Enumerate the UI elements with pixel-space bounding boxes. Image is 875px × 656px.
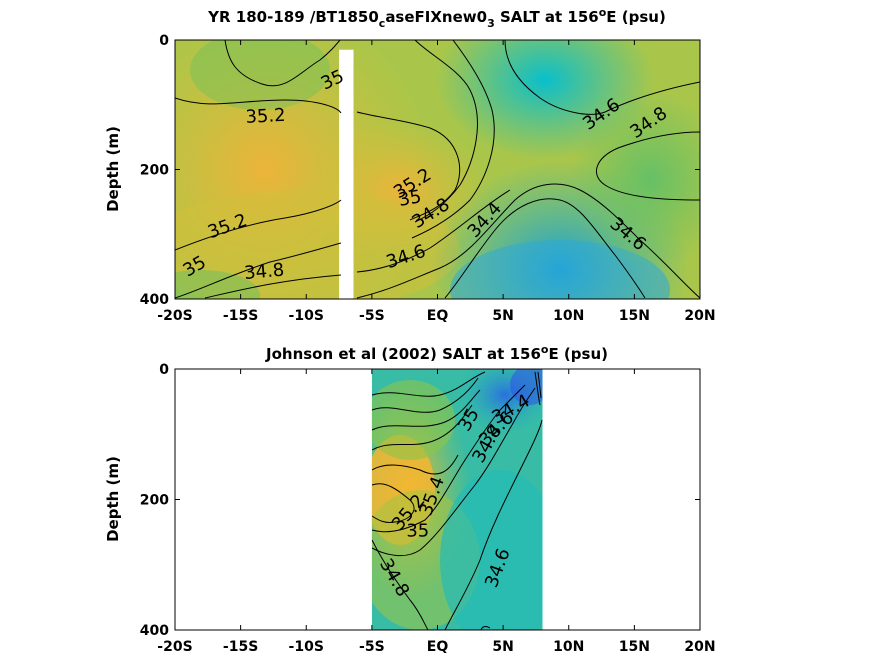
- chart-top-title: YR 180-189 /BT1850caseFIXnew03 SALT at 1…: [207, 6, 666, 30]
- chart-bottom-ticks: [174, 368, 701, 631]
- contour-label: 35: [406, 520, 429, 541]
- chart-top-y-axis-label: Depth (m): [104, 126, 122, 212]
- x-tick-label: -10S: [289, 639, 324, 655]
- y-tick-label: 200: [140, 163, 169, 179]
- x-tick-label: -10S: [289, 308, 324, 324]
- x-tick-label: -5S: [359, 639, 385, 655]
- x-tick-label: EQ: [427, 308, 449, 324]
- x-tick-label: -5S: [359, 308, 385, 324]
- chart-top-ticks: [174, 39, 701, 300]
- chart-bottom: Johnson et al (2002) SALT at 156oE (psu): [104, 343, 716, 655]
- x-tick-label: -20S: [157, 639, 192, 655]
- chart-bottom-title: Johnson et al (2002) SALT at 156oE (psu): [265, 343, 608, 363]
- x-tick-label: 20N: [684, 308, 715, 324]
- chart-bottom-y-axis-label: Depth (m): [104, 456, 122, 542]
- chart-top-data-gap: [339, 49, 354, 300]
- x-tick-label: 10N: [553, 639, 584, 655]
- chart-bottom-x-tick-labels: -20S -15S -10S -5S EQ 5N 10N 15N 20N: [157, 639, 715, 655]
- x-tick-label: 15N: [619, 639, 650, 655]
- x-tick-label: 10N: [553, 308, 584, 324]
- x-tick-label: 20N: [684, 639, 715, 655]
- contour-label: 35: [397, 186, 423, 211]
- chart-bottom-y-tick-labels: 0 200 400: [140, 362, 169, 639]
- y-tick-label: 0: [159, 362, 169, 378]
- x-tick-label: -20S: [157, 308, 192, 324]
- x-tick-label: 15N: [619, 308, 650, 324]
- x-tick-label: -15S: [223, 308, 258, 324]
- contour-label: 34.8: [243, 260, 285, 284]
- contour-label: 35.2: [245, 105, 286, 128]
- chart-top-x-tick-labels: -20S -15S -10S -5S EQ 5N 10N 15N 20N: [157, 308, 715, 324]
- x-tick-label: 5N: [492, 639, 513, 655]
- chart-top: YR 180-189 /BT1850caseFIXnew03 SALT at 1…: [104, 6, 716, 324]
- y-tick-label: 400: [140, 292, 169, 308]
- y-tick-label: 400: [140, 623, 169, 639]
- chart-top-contours: [175, 40, 700, 299]
- y-tick-label: 200: [140, 493, 169, 509]
- chart-bottom-contours: [371, 371, 543, 630]
- y-tick-label: 0: [159, 33, 169, 49]
- x-tick-label: -15S: [223, 639, 258, 655]
- x-tick-label: 5N: [492, 308, 513, 324]
- chart-top-y-tick-labels: 0 200 400: [140, 33, 169, 308]
- x-tick-label: EQ: [427, 639, 449, 655]
- chart-bottom-salinity-field: [371, 369, 543, 630]
